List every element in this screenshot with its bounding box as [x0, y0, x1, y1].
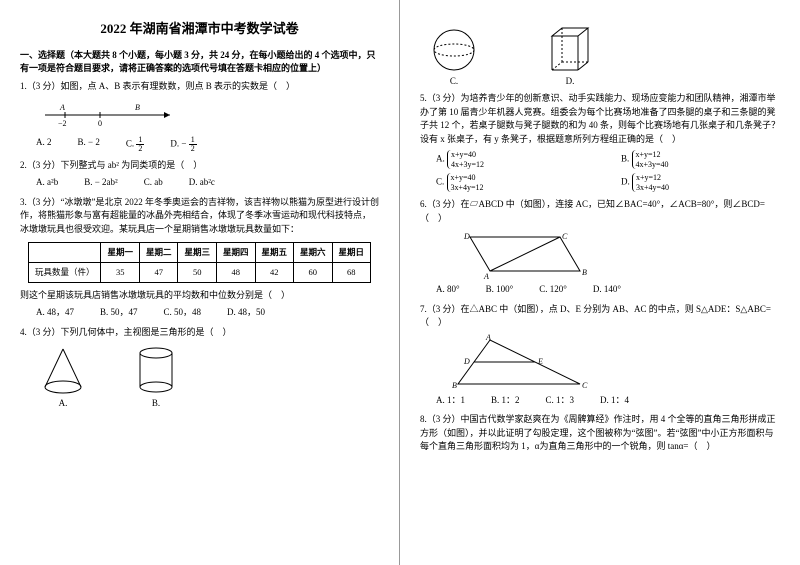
q7-optD: D. 1：4 — [600, 394, 629, 408]
q3-optD: D. 48，50 — [227, 306, 265, 320]
svg-text:A: A — [485, 334, 491, 342]
left-column: 2022 年湖南省湘潭市中考数学试卷 一、选择题（本大题共 8 个小题，每小题 … — [0, 0, 400, 565]
q1-stem: 1.（3 分）如图，点 A、B 表示有理数数，则点 B 表示的实数是（ ） — [20, 80, 379, 94]
q5-stem: 5.（3 分）为培养青少年的创新意识、动手实践能力、现场应变能力和团队精神，湘潭… — [420, 92, 780, 146]
svg-text:0: 0 — [98, 119, 102, 128]
q3-table: 星期一 星期二 星期三 星期四 星期五 星期六 星期日 玩具数量（件） 35 4… — [28, 242, 371, 283]
q7-options: A. 1：1 B. 1：2 C. 1：3 D. 1：4 — [436, 394, 780, 408]
table-row: 玩具数量（件） 35 47 50 48 42 60 68 — [28, 262, 370, 282]
sphere-icon: C. — [430, 26, 478, 86]
q7-stem: 7.（3 分）在△ABC 中（如图），点 D、E 分别为 AB、AC 的中点，则… — [420, 303, 780, 330]
exam-title: 2022 年湖南省湘潭市中考数学试卷 — [20, 18, 379, 37]
q3-stem2: 则这个星期该玩具店销售冰墩墩玩具的平均数和中位数分别是（ ） — [20, 289, 379, 303]
svg-text:A: A — [59, 103, 65, 112]
prism-icon: D. — [548, 24, 592, 86]
q3-optC: C. 50，48 — [164, 306, 202, 320]
q3-optA: A. 48，47 — [36, 306, 74, 320]
svg-text:C: C — [582, 381, 588, 390]
q2-optC: C. ab — [144, 176, 163, 190]
section1-header: 一、选择题（本大题共 8 个小题，每小题 3 分，共 24 分，在每小题给出的 … — [20, 49, 379, 74]
svg-text:B: B — [135, 103, 140, 112]
q7: 7.（3 分）在△ABC 中（如图），点 D、E 分别为 AB、AC 的中点，则… — [420, 303, 780, 408]
q1: 1.（3 分）如图，点 A、B 表示有理数数，则点 B 表示的实数是（ ） A … — [20, 80, 379, 153]
table-row: 星期一 星期二 星期三 星期四 星期五 星期六 星期日 — [28, 243, 370, 263]
svg-text:B: B — [452, 381, 457, 390]
q2: 2.（3 分）下列整式与 ab² 为同类项的是（ ） A. a²b B. − 2… — [20, 159, 379, 190]
parallelogram-icon: D C A B — [450, 229, 780, 279]
q4-stem: 4.（3 分）下列几何体中，主视图是三角形的是（ ） — [20, 326, 379, 340]
q6-stem: 6.（3 分）在▱ABCD 中（如图），连接 AC，已知∠BAC=40°，∠AC… — [420, 198, 780, 225]
q5-optC: C. x+y=403x+4y=12 — [436, 173, 595, 192]
q5-options: A. x+y=404x+3y=12 B. x+y=124x+3y=40 C. x… — [436, 150, 780, 192]
q5-optB: B. x+y=124x+3y=40 — [621, 150, 780, 169]
q3-optB: B. 50，47 — [100, 306, 138, 320]
q3-options: A. 48，47 B. 50，47 C. 50，48 D. 48，50 — [36, 306, 379, 320]
q2-options: A. a²b B. − 2ab² C. ab D. ab²c — [36, 176, 379, 190]
q4: 4.（3 分）下列几何体中，主视图是三角形的是（ ） A. — [20, 326, 379, 411]
q7-optB: B. 1：2 — [491, 394, 520, 408]
number-line-icon: A B −2 0 — [40, 102, 379, 128]
q6-optD: D. 140° — [593, 283, 621, 297]
q3-stem1: 3.（3 分）“冰墩墩”是北京 2022 年冬季奥运会的吉祥物，该吉祥物以熊猫为… — [20, 196, 379, 237]
q1-optD: D. − 12 — [170, 136, 196, 153]
svg-text:D: D — [463, 357, 470, 366]
svg-text:B: B — [582, 268, 587, 277]
q1-optC: C. 12 — [126, 136, 145, 153]
q7-optA: A. 1：1 — [436, 394, 465, 408]
cylinder-icon: B. — [136, 345, 176, 411]
q3: 3.（3 分）“冰墩墩”是北京 2022 年冬季奥运会的吉祥物，该吉祥物以熊猫为… — [20, 196, 379, 320]
q2-optB: B. − 2ab² — [84, 176, 118, 190]
q7-optC: C. 1：3 — [546, 394, 575, 408]
q6-optB: B. 100° — [486, 283, 514, 297]
q8-stem: 8.（3 分）中国古代数学家赵爽在为《周髀算经》作注时，用 4 个全等的直角三角… — [420, 413, 780, 454]
q2-optD: D. ab²c — [189, 176, 215, 190]
q1-optA: A. 2 — [36, 136, 52, 153]
q5: 5.（3 分）为培养青少年的创新意识、动手实践能力、现场应变能力和团队精神，湘潭… — [420, 92, 780, 192]
svg-text:−2: −2 — [58, 119, 67, 128]
q8: 8.（3 分）中国古代数学家赵爽在为《周髀算经》作注时，用 4 个全等的直角三角… — [420, 413, 780, 454]
triangle-midsegment-icon: A D E B C — [450, 334, 780, 390]
svg-text:D: D — [463, 232, 470, 241]
q6-optC: C. 120° — [539, 283, 567, 297]
svg-text:A: A — [483, 272, 489, 279]
svg-text:E: E — [537, 357, 543, 366]
q2-optA: A. a²b — [36, 176, 58, 190]
svg-text:C: C — [562, 232, 568, 241]
q2-stem: 2.（3 分）下列整式与 ab² 为同类项的是（ ） — [20, 159, 379, 173]
q5-optA: A. x+y=404x+3y=12 — [436, 150, 595, 169]
right-column: C. D. 5.（3 分）为培养青少年的创新意识、动手实践能力、 — [400, 0, 800, 565]
q6-optA: A. 80° — [436, 283, 460, 297]
q1-options: A. 2 B. − 2 C. 12 D. − 12 — [36, 136, 379, 153]
cone-icon: A. — [40, 345, 86, 411]
q6-options: A. 80° B. 100° C. 120° D. 140° — [436, 283, 780, 297]
q1-optB: B. − 2 — [78, 136, 100, 153]
q5-optD: D. x+y=123x+4y=40 — [621, 173, 780, 192]
q6: 6.（3 分）在▱ABCD 中（如图），连接 AC，已知∠BAC=40°，∠AC… — [420, 198, 780, 297]
